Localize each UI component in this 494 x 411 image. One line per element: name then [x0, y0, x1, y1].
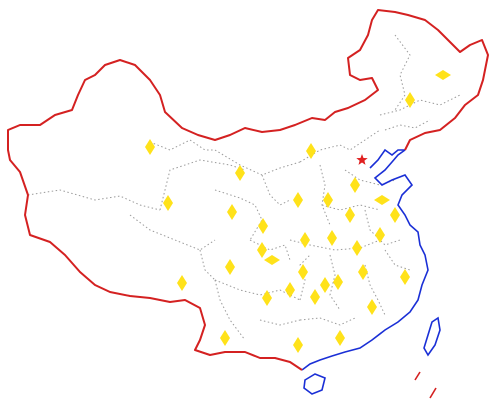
province-marker-diamond-icon [257, 242, 267, 258]
province-marker-diamond-icon [300, 232, 310, 248]
coastline [301, 149, 429, 371]
province-marker-diamond-icon [327, 230, 337, 246]
province-marker-diamond-icon [163, 195, 173, 211]
bohai-coastline [369, 148, 405, 169]
province-marker-diamond-icon [298, 264, 308, 280]
province-marker-diamond-icon [345, 207, 355, 223]
province-marker-diamond-icon [352, 240, 362, 256]
border-jilin-liaoning [384, 119, 431, 131]
province-marker-diamond-icon [323, 192, 333, 208]
taiwan-island [423, 316, 441, 357]
province-marker-diamond-icon [333, 274, 343, 290]
province-marker-diamond-icon [264, 255, 280, 265]
province-marker-diamond-icon [225, 259, 235, 275]
capital-star-shape [356, 154, 368, 165]
border-gansu-ningxia [261, 174, 291, 206]
border-jiangxi-fujian [364, 264, 386, 316]
border-yunnan-guangxi [259, 319, 301, 326]
province-marker-diamond-icon [405, 92, 415, 108]
province-marker-diamond-icon [220, 330, 230, 346]
province-marker-diamond-icon [293, 337, 303, 353]
province-marker-diamond-icon [367, 299, 377, 315]
province-marker-diamond-icon [227, 204, 237, 220]
border-guangxi-guangdong [299, 317, 356, 326]
provincial-borders [27, 34, 461, 341]
province-marker-diamond-icon [335, 330, 345, 346]
border-sichuan-tibet [199, 249, 216, 281]
national-land-border [7, 9, 489, 371]
border-gansu-inner-mongolia [214, 149, 301, 176]
province-marker-diamond-icon [310, 289, 320, 305]
province-marker-diamond-icon [293, 192, 303, 208]
border-qinghai-north [159, 159, 246, 211]
southern-islands [414, 371, 437, 399]
border-yunnan-south [214, 279, 246, 341]
province-marker-diamond-icon [306, 143, 316, 159]
border-inner-mongolia-south [299, 129, 381, 163]
province-marker-diamond-icon [374, 195, 390, 205]
capital-star-icon [356, 154, 368, 165]
border-xinjiang-tibet [27, 189, 161, 211]
province-marker-diamond-icon [235, 165, 245, 181]
province-marker-diamond-icon [358, 264, 368, 280]
border-zhejiang [384, 249, 411, 271]
province-marker-diamond-icon [350, 177, 360, 193]
hainan-island [303, 373, 326, 395]
province-marker-diamond-icon [285, 282, 295, 298]
border-xinjiang-gansu [149, 139, 215, 151]
province-marker-diamond-icon [145, 139, 155, 155]
province-marker-diamond-icon [390, 207, 400, 223]
border-heilongjiang-jilin [379, 94, 461, 116]
border-qinghai-sichuan [214, 189, 263, 241]
province-marker-diamond-icon [177, 275, 187, 291]
border-qinghai-tibet [129, 214, 216, 251]
border-hebei-shandong [344, 169, 396, 186]
province-marker-diamond-icon [320, 277, 330, 293]
province-marker-diamond-icon [400, 269, 410, 285]
province-marker-diamond-icon [258, 218, 268, 234]
province-marker-diamond-icon [435, 70, 451, 80]
province-markers [145, 70, 451, 353]
border-inner-mongolia-heilongjiang [394, 34, 411, 111]
province-marker-diamond-icon [375, 227, 385, 243]
province-marker-diamond-icon [262, 290, 272, 306]
